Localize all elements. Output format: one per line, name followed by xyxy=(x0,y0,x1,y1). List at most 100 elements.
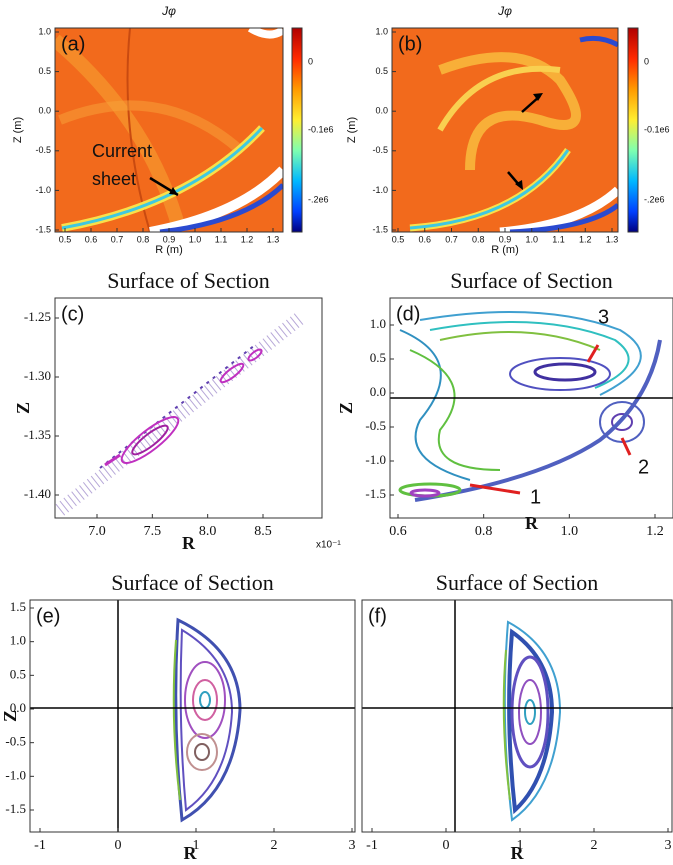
x-axis-label: R xyxy=(184,843,198,863)
decor-path xyxy=(507,628,555,815)
colorbar-tick-label: -.2e6 xyxy=(308,194,329,204)
x-tick-label: 1 xyxy=(193,838,200,853)
decor-path xyxy=(409,149,570,230)
y-tick-label: 1.0 xyxy=(375,26,388,36)
x-tick-label: 2 xyxy=(591,838,598,853)
y-tick-label: -1.5 xyxy=(365,486,386,501)
x-tick-label: 0.5 xyxy=(392,234,405,244)
x-tick-label: 1.0 xyxy=(525,234,538,244)
decor-path xyxy=(469,483,521,495)
y-tick-label: -1.5 xyxy=(372,224,388,234)
decor-path xyxy=(620,437,632,456)
annotation: 3 xyxy=(598,306,609,328)
y-tick-label: 1.5 xyxy=(10,599,26,614)
panel-label: (d) xyxy=(396,303,420,325)
y-axis-label: Z (m) xyxy=(12,117,24,143)
frame xyxy=(389,297,673,519)
x-tick-label: 3 xyxy=(349,838,356,853)
x-tick-label: -1 xyxy=(366,838,378,853)
annotation: 2 xyxy=(638,456,649,478)
x-axis-label: R xyxy=(525,513,539,533)
decor-ellipse xyxy=(192,679,218,721)
x-tick-label: -1 xyxy=(34,838,46,853)
decor-path xyxy=(515,180,523,190)
panel-label: (b) xyxy=(398,33,422,55)
decor-path xyxy=(579,35,618,48)
x-tick-label: 8.5 xyxy=(254,524,272,539)
x-tick-label: 3 xyxy=(665,838,672,853)
y-tick-label: 0.0 xyxy=(38,106,51,116)
decor-path xyxy=(169,187,178,195)
x-tick-label: 0.6 xyxy=(389,524,407,539)
decor-path xyxy=(502,649,511,801)
decor-path xyxy=(179,628,234,812)
decor-path xyxy=(104,453,121,467)
decor-path xyxy=(419,311,642,396)
y-tick-label: 0.5 xyxy=(375,66,388,76)
decor-ellipse xyxy=(599,401,645,443)
y-tick-label: 0.5 xyxy=(38,66,51,76)
x-tick-label: 0.6 xyxy=(85,234,98,244)
y-tick-label: -1.0 xyxy=(372,185,388,195)
y-tick-label: -1.25 xyxy=(24,309,51,324)
heatmap-b xyxy=(392,28,618,232)
x-tick-label: 0.5 xyxy=(59,234,72,244)
x-tick-label: 0.9 xyxy=(163,234,176,244)
y-tick-label: -0.5 xyxy=(372,145,388,155)
panel-title: Surface of Section xyxy=(450,268,613,293)
frame xyxy=(361,599,673,833)
decor-path xyxy=(438,52,581,171)
decor-path xyxy=(58,100,244,154)
decor-path xyxy=(503,620,562,822)
y-tick-label: 0.5 xyxy=(10,666,26,681)
y-axis-label: Z xyxy=(0,710,20,722)
colorbar-tick-label: -.2e6 xyxy=(644,194,665,204)
decor-path xyxy=(159,183,283,232)
x-tick-label: 1.1 xyxy=(215,234,228,244)
decor-path xyxy=(533,93,543,101)
x-tick-label: 0 xyxy=(443,838,450,853)
x-tick-label: 2 xyxy=(271,838,278,853)
panel-title: Surface of Section xyxy=(111,570,274,595)
y-tick-label: -0.5 xyxy=(5,734,26,749)
x-tick-label: 0.7 xyxy=(111,234,124,244)
decor-path xyxy=(437,65,561,132)
y-axis-label: Z xyxy=(13,402,33,414)
x-tick-label: 8.0 xyxy=(199,524,217,539)
decor-ellipse xyxy=(120,416,180,464)
y-tick-label: -0.5 xyxy=(365,418,386,433)
poincare-f xyxy=(362,600,673,832)
decor-ellipse xyxy=(247,348,263,362)
frame xyxy=(54,297,323,519)
colorbar xyxy=(291,27,303,233)
x-tick-label: 7.5 xyxy=(144,524,162,539)
decor-path xyxy=(247,28,283,39)
decor-path xyxy=(399,329,471,481)
x-tick-label: 0.6 xyxy=(418,234,431,244)
y-tick-label: -1.30 xyxy=(24,368,51,383)
x-tick-label: 0.8 xyxy=(472,234,485,244)
panel-title: Jφ xyxy=(497,4,512,18)
poincare-e xyxy=(30,600,355,832)
panel-label: (e) xyxy=(36,605,60,627)
y-axis-label: Z xyxy=(336,402,356,414)
x-tick-label: 1.0 xyxy=(561,524,579,539)
y-tick-label: -1.5 xyxy=(35,224,51,234)
decor-path xyxy=(439,331,601,351)
decor-ellipse xyxy=(186,733,218,771)
decor-ellipse xyxy=(409,488,441,498)
panel-title: Jφ xyxy=(161,4,176,18)
decor-path xyxy=(61,126,264,230)
poincare-d xyxy=(390,311,673,502)
heatmap-a xyxy=(55,28,283,232)
decor-ellipse xyxy=(611,413,633,431)
y-tick-label: -1.35 xyxy=(24,427,51,442)
x-tick-label: 1.3 xyxy=(267,234,280,244)
decor-path xyxy=(509,203,618,232)
panel-label: (c) xyxy=(61,303,84,325)
annotation: 1 xyxy=(530,486,541,508)
x-tick-label: 1.3 xyxy=(606,234,619,244)
decor-ellipse xyxy=(219,362,245,384)
